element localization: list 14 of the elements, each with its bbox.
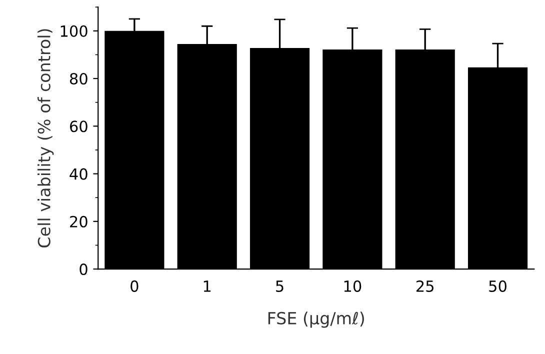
x-tick-label: 0 [130, 280, 138, 292]
y-tick-label: 100 [60, 25, 88, 37]
x-tick-label: 1 [204, 280, 211, 292]
y-tick-label: 20 [70, 216, 88, 228]
y-tick-label: 0 [80, 264, 88, 276]
y-tick-label: 80 [70, 72, 88, 85]
y-axis-title: Cell viability (% of control) [38, 29, 54, 248]
y-tick-label: 60 [70, 120, 88, 132]
x-tick-label: 10 [344, 280, 362, 292]
x-axis-title: FSE (μg/mℓ) [268, 312, 364, 328]
x-tick-label: 25 [416, 280, 434, 292]
x-tick-label: 50 [489, 280, 506, 292]
y-tick-label: 40 [70, 168, 88, 180]
x-tick-label: 5 [276, 280, 284, 292]
